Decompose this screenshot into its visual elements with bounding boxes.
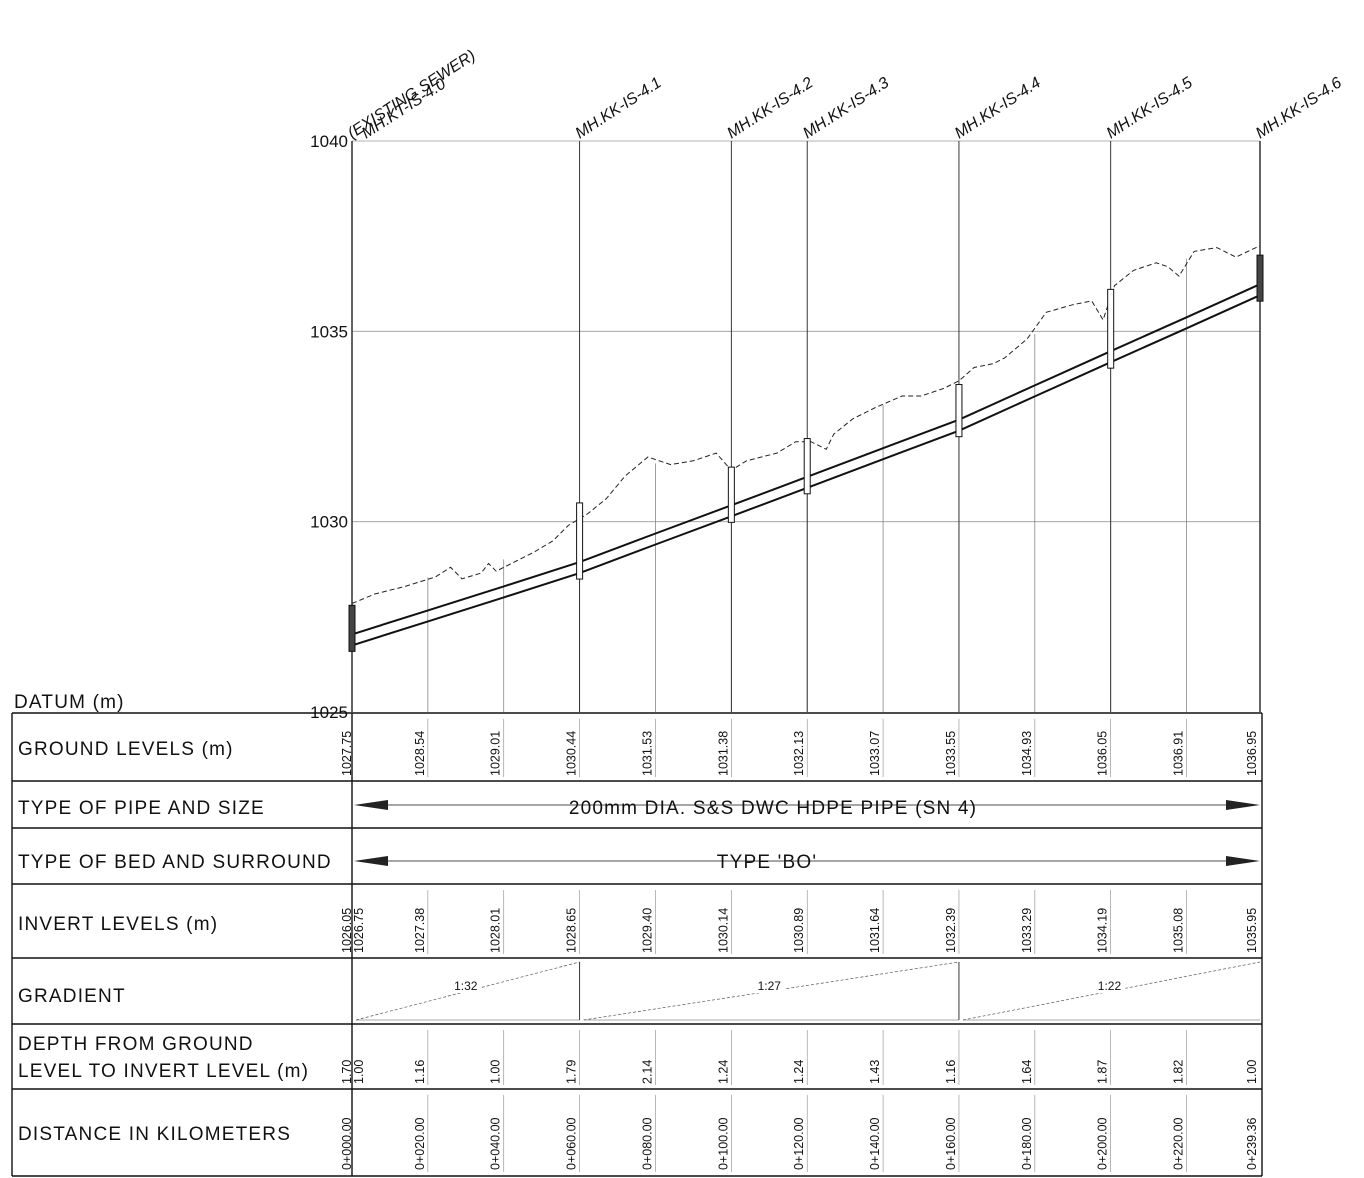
row-label-invert-levels: INVERT LEVELS (m) [18,914,218,935]
gradient-slope-1 [583,961,960,1021]
ground-level-value-6: 1032.13 [792,731,806,776]
depth-value-12: 1.00 [1245,1060,1259,1084]
depth-value-6: 1.24 [792,1060,806,1084]
ground-level-value-8: 1033.55 [944,731,958,776]
data-table: 1027.75 1028.54 1029.01 1030.44 1031.53 1031.… [11,712,1263,1177]
row-label-depth-line1: DEPTH FROM GROUND [18,1034,254,1055]
invert-level-value-2: 1028.01 [489,908,503,953]
row-label-pipe-type: TYPE OF PIPE AND SIZE [18,798,265,819]
row-label-bed-type: TYPE OF BED AND SURROUND [18,852,332,873]
invert-level-value-11: 1035.08 [1172,908,1186,953]
ground-level-value-4: 1031.53 [640,731,654,776]
manhole-shaft-3 [803,438,811,495]
distance-value-3: 0+060.00 [565,1117,579,1170]
manhole-shaft-2 [727,466,735,523]
manhole-shaft-6 [1256,254,1264,302]
manhole-label-4: MH.KK-IS-4.4 [952,74,1044,142]
drawing-labels: DATUM (m) GROUND LEVELS (m) TYPE OF PIPE… [14,47,977,1145]
gradient-label-0: 1:32 [454,979,478,993]
depth-value-11: 1.82 [1172,1060,1186,1084]
ground-profile-line [351,245,1261,604]
ground-level-value-3: 1030.44 [565,731,579,776]
invert-level-value-10: 1034.19 [1096,908,1110,953]
row-label-depth-line2: LEVEL TO INVERT LEVEL (m) [18,1061,309,1082]
invert-level-value-6: 1030.89 [792,908,806,953]
y-tick-label-1030: 1030 [310,513,348,532]
depth-value-4: 2.14 [640,1060,654,1084]
depth-value-2: 1.00 [489,1060,503,1084]
ground-level-value-7: 1033.07 [868,731,882,776]
manhole-label-6: MH.KK-IS-4.6 [1253,74,1345,142]
ground-level-value-9: 1034.93 [1020,731,1034,776]
row-label-gradient: GRADIENT [18,986,126,1007]
manhole-label-1: MH.KK-IS-4.1 [573,74,665,142]
invert-level-value-7: 1031.64 [868,908,882,953]
depth-value-9: 1.64 [1020,1060,1034,1084]
invert-level-value-8: 1032.39 [944,908,958,953]
row-label-ground-levels: GROUND LEVELS (m) [18,739,234,760]
invert-level-value-12: 1035.95 [1245,908,1259,953]
depth-value-7: 1.43 [868,1060,882,1084]
depth-value-5: 1.24 [716,1060,730,1084]
manhole-shaft-5 [1107,288,1115,369]
distance-value-8: 0+160.00 [944,1117,958,1170]
bed-arrow-right [1226,856,1260,866]
ground-level-value-10: 1036.05 [1096,731,1110,776]
row-label-distance: DISTANCE IN KILOMETERS [18,1124,291,1145]
invert-level-value-3: 1028.65 [565,908,579,953]
depth-value-3: 1.79 [565,1060,579,1084]
depth-value-8: 1.16 [944,1060,958,1084]
manhole-label-5: MH.KK-IS-4.5 [1104,74,1196,142]
distance-value-7: 0+140.00 [868,1117,882,1170]
invert-level-value-0: 1026.75 [352,908,366,953]
distance-value-6: 0+120.00 [792,1117,806,1170]
distance-value-1: 0+020.00 [413,1117,427,1170]
y-tick-label-1035: 1035 [310,322,348,341]
gradient-label-bg-1 [753,979,786,993]
gradient-label-2: 1:22 [1098,979,1122,993]
distance-value-2: 0+040.00 [489,1117,503,1170]
distance-value-4: 0+080.00 [640,1117,654,1170]
ground-level-value-5: 1031.38 [716,731,730,776]
invert-level-value-1: 1027.38 [413,908,427,953]
invert-level-value-9: 1033.29 [1020,908,1034,953]
gradient-label-bg-0 [449,979,482,993]
ground-level-value-11: 1036.91 [1172,731,1186,776]
bed-spec-label: TYPE 'BO' [717,852,817,873]
depth-value-10: 1.87 [1096,1060,1110,1084]
pipe-spec-label: 200mm DIA. S&S DWC HDPE PIPE (SN 4) [569,798,977,819]
profile-lines [348,245,1264,652]
depth-value-1: 1.16 [413,1060,427,1084]
invert-level-value-4: 1029.40 [640,908,654,953]
ground-level-value-1: 1028.54 [413,731,427,776]
distance-value-9: 0+180.00 [1020,1117,1034,1170]
gradient-label-1: 1:27 [758,979,782,993]
datum-label: DATUM (m) [14,692,125,713]
distance-value-11: 0+220.00 [1172,1117,1186,1170]
invert-level-start-extra: 1026.05 [340,908,354,953]
distance-value-12: 0+239.36 [1245,1117,1259,1170]
distance-value-0: 0+000.00 [340,1117,354,1170]
distance-value-5: 0+100.00 [716,1117,730,1170]
ground-level-value-12: 1036.95 [1245,731,1259,776]
existing-sewer-label: (EXISTING SEWER) [345,47,479,142]
manhole-label-3: MH.KK-IS-4.3 [800,74,892,142]
invert-level-value-5: 1030.14 [716,908,730,953]
ground-level-value-0: 1027.75 [340,731,354,776]
manhole-shaft-1 [576,502,584,580]
manhole-shaft-4 [955,384,963,438]
bed-arrow-left [354,856,388,866]
ground-level-value-2: 1029.01 [489,731,503,776]
depth-value-0: 1.00 [352,1060,366,1084]
y-tick-label-1040: 1040 [310,132,348,151]
gradient-label-bg-2 [1093,979,1126,993]
distance-value-10: 0+200.00 [1096,1117,1110,1170]
depth-start-extra: 1.70 [340,1060,354,1084]
manhole-shaft-0 [348,604,356,652]
pipe-arrow-right [1226,800,1260,810]
pipe-arrow-left [354,800,388,810]
